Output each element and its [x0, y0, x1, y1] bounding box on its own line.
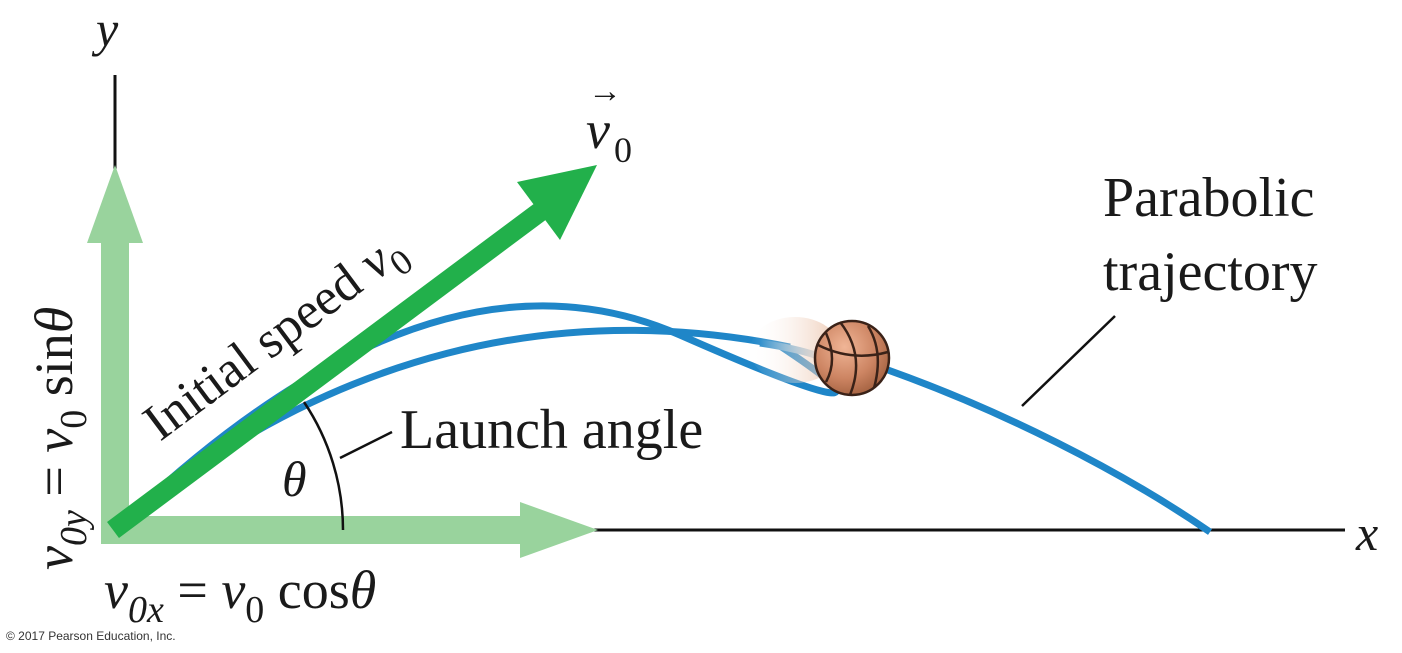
theta-label: θ: [282, 451, 307, 507]
trajectory-curve-right: [886, 366, 1212, 535]
svg-text:0: 0: [614, 130, 632, 170]
vx-component-arrow: [101, 502, 598, 558]
y-axis-label: y: [91, 1, 119, 57]
vx-equation: v0x = v0 cosθ: [104, 560, 376, 631]
parabolic-label-line2: trajectory: [1103, 241, 1318, 303]
vy-component-arrow: [87, 165, 143, 538]
trajectory-leader: [1021, 315, 1116, 407]
vy-equation: v0y = v0 sinθ: [24, 307, 95, 570]
copyright-notice: © 2017 Pearson Education, Inc.: [6, 629, 176, 643]
v0-vector-label: → v 0: [586, 73, 632, 170]
svg-text:v: v: [586, 100, 610, 160]
basketball-icon: [813, 319, 891, 397]
v0-velocity-arrow: [107, 165, 597, 539]
x-axis-label: x: [1355, 505, 1378, 561]
parabolic-label-line1: Parabolic: [1103, 167, 1314, 229]
svg-text:→: →: [588, 73, 622, 110]
launch-angle-leader: [339, 430, 393, 460]
launch-angle-arc: [302, 401, 345, 531]
launch-angle-label: Launch angle: [400, 399, 703, 461]
